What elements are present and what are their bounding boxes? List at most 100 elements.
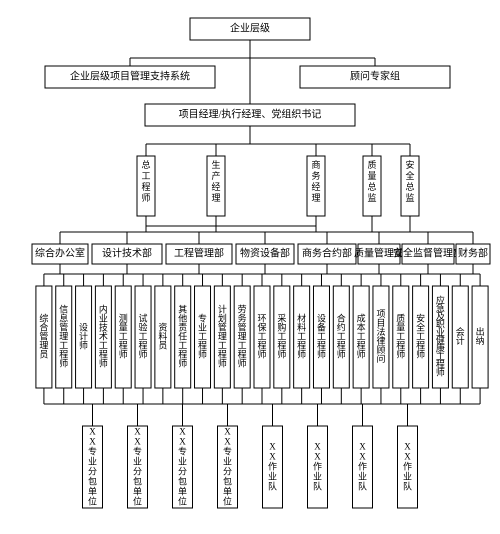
label-bottom-3: 业 — [223, 457, 232, 467]
label-dept-6: 安全监督管理部 — [393, 246, 463, 259]
label-bottom-1: 单 — [133, 486, 142, 497]
label-bottom-7: X — [404, 442, 411, 452]
label-manager-4: 总 — [405, 181, 414, 192]
label-role-2: 师 — [79, 340, 88, 351]
label-dept-1: 设计技术部 — [102, 246, 152, 259]
label-bottom-4: X — [269, 452, 276, 462]
label-manager-1: 生 — [211, 159, 220, 170]
label-bottom-6: 业 — [358, 472, 367, 482]
label-role-19: 师 — [416, 349, 425, 360]
label-l2-left: 企业层级项目管理支持系统 — [70, 69, 190, 82]
label-manager-0: 程 — [141, 182, 150, 192]
label-bottom-7: 业 — [403, 472, 412, 482]
label-dept-3: 物资设备部 — [240, 246, 290, 259]
label-bottom-2: 分 — [178, 467, 187, 477]
label-bottom-1: 专 — [133, 446, 142, 457]
label-bottom-3: 分 — [223, 467, 232, 477]
label-manager-1: 产 — [211, 170, 220, 181]
label-role-7: 师 — [178, 358, 187, 369]
label-role-1: 师 — [59, 358, 68, 369]
label-bottom-3: 专 — [223, 446, 232, 457]
label-bottom-0: 单 — [88, 486, 97, 497]
label-manager-0: 师 — [141, 192, 150, 203]
label-bottom-2: 单 — [178, 486, 187, 497]
label-bottom-3: X — [224, 437, 231, 447]
label-bottom-2: 包 — [178, 476, 187, 487]
label-bottom-5: X — [314, 452, 321, 462]
label-role-11: 师 — [257, 349, 266, 360]
label-manager-2: 经 — [311, 181, 320, 192]
label-role-8: 师 — [198, 349, 207, 360]
label-bottom-2: X — [179, 427, 186, 437]
label-role-15: 师 — [337, 349, 346, 360]
label-bottom-0: 分 — [88, 467, 97, 477]
label-bottom-5: 业 — [313, 472, 322, 482]
label-bottom-2: 专 — [178, 446, 187, 457]
label-role-16: 师 — [357, 349, 366, 360]
label-bottom-0: 专 — [88, 446, 97, 457]
label-role-22: 纳 — [476, 335, 485, 346]
label-bottom-2: 业 — [178, 457, 187, 467]
label-bottom-3: 位 — [223, 496, 232, 507]
label-bottom-0: 位 — [88, 496, 97, 507]
label-dept-0: 综合办公室 — [35, 246, 85, 259]
label-role-6: 员 — [158, 341, 167, 351]
label-role-14: 师 — [317, 349, 326, 360]
label-role-10: 师 — [238, 358, 247, 369]
label-bottom-3: X — [224, 427, 231, 437]
label-bottom-5: X — [314, 442, 321, 452]
label-manager-0: 总 — [141, 159, 150, 170]
label-bottom-0: X — [89, 427, 96, 437]
label-bottom-3: 包 — [223, 476, 232, 487]
label-manager-3: 监 — [367, 192, 376, 203]
label-bottom-4: X — [269, 442, 276, 452]
label-role-20: 师 — [436, 367, 445, 378]
label-dept-2: 工程管理部 — [174, 246, 224, 259]
label-manager-1: 理 — [211, 193, 220, 203]
label-bottom-7: 作 — [403, 461, 412, 472]
label-manager-4: 全 — [405, 170, 414, 181]
label-role-3: 师 — [99, 358, 108, 369]
label-bottom-6: X — [359, 442, 366, 452]
label-bottom-2: X — [179, 437, 186, 447]
label-bottom-1: 位 — [133, 496, 142, 507]
label-manager-0: 工 — [141, 171, 150, 181]
label-bottom-4: 队 — [268, 481, 277, 492]
label-bottom-0: 包 — [88, 476, 97, 487]
label-bottom-5: 队 — [313, 481, 322, 492]
label-bottom-6: 作 — [358, 461, 367, 472]
label-bottom-6: 队 — [358, 481, 367, 492]
org-chart: 企业层级企业层级项目管理支持系统顾问专家组项目经理/执行经理、党组织书记总工程师… — [0, 0, 500, 534]
label-bottom-6: X — [359, 452, 366, 462]
label-dept-4: 商务合约部 — [302, 246, 352, 259]
label-dept-7: 财务部 — [458, 246, 488, 259]
label-manager-2: 务 — [311, 170, 320, 181]
label-bottom-3: 单 — [223, 486, 232, 497]
label-role-17: 问 — [376, 353, 385, 364]
label-bottom-1: X — [134, 427, 141, 437]
label-manager-2: 商 — [311, 159, 320, 170]
label-bottom-0: X — [89, 437, 96, 447]
label-role-0: 员 — [39, 350, 48, 360]
label-role-13: 师 — [297, 349, 306, 360]
label-bottom-1: 分 — [133, 467, 142, 477]
label-role-18: 师 — [396, 349, 405, 360]
label-bottom-5: 作 — [313, 461, 322, 472]
label-bottom-1: 包 — [133, 476, 142, 487]
label-manager-1: 经 — [211, 181, 220, 192]
label-bottom-7: 队 — [403, 481, 412, 492]
label-bottom-4: 作 — [268, 461, 277, 472]
label-role-9: 师 — [218, 358, 227, 369]
label-role-12: 师 — [277, 349, 286, 360]
label-role-5: 师 — [139, 349, 148, 360]
label-bottom-2: 位 — [178, 496, 187, 507]
label-role-21: 计 — [456, 335, 465, 346]
label-bottom-4: 业 — [268, 472, 277, 482]
label-bottom-0: 业 — [88, 457, 97, 467]
label-manager-2: 理 — [311, 193, 320, 203]
label-l3: 项目经理/执行经理、党组织书记 — [179, 107, 322, 120]
label-bottom-1: 业 — [133, 457, 142, 467]
label-manager-4: 安 — [405, 159, 414, 170]
label-bottom-7: X — [404, 452, 411, 462]
label-manager-3: 总 — [367, 181, 376, 192]
